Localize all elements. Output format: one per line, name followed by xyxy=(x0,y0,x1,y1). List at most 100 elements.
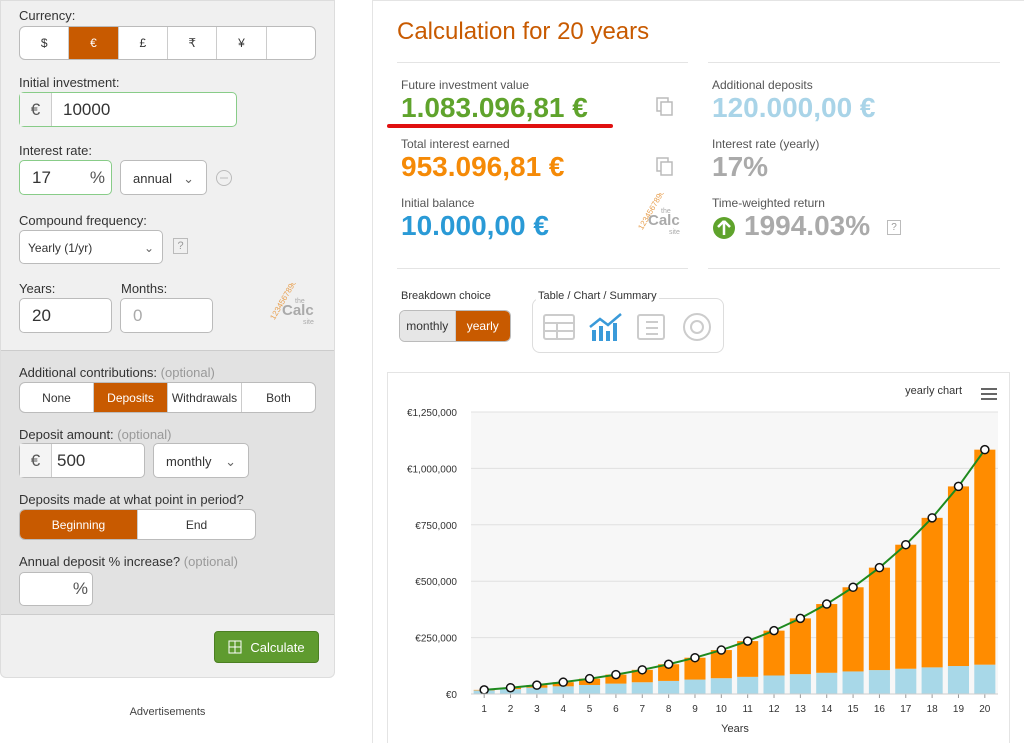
bar-segment xyxy=(947,486,970,667)
bar-segment xyxy=(684,679,706,694)
y-tick-label: €750,000 xyxy=(415,521,457,532)
logo-name: Calc xyxy=(648,212,680,229)
balance-point xyxy=(953,481,964,492)
balance-point xyxy=(584,673,595,684)
x-tick-label: 7 xyxy=(639,704,645,715)
currency-btn[interactable]: € xyxy=(69,27,119,59)
bar-segment xyxy=(921,667,943,694)
breakdown-label: Breakdown choice xyxy=(401,290,491,302)
divider xyxy=(397,62,688,63)
timing-btn[interactable]: End xyxy=(185,517,208,532)
increase-input[interactable]: % xyxy=(19,572,93,606)
help-icon[interactable]: ? xyxy=(887,220,901,235)
bar-segment xyxy=(895,668,917,694)
bar-segment xyxy=(789,618,811,675)
help-icon[interactable]: ? xyxy=(173,238,188,254)
remove-icon[interactable] xyxy=(215,169,233,187)
view-label: Table / Chart / Summary xyxy=(536,290,659,302)
view-icons[interactable] xyxy=(540,310,720,346)
bar-segment xyxy=(631,669,653,683)
currency-btn[interactable]: ₹ xyxy=(168,27,218,59)
bar-segment xyxy=(868,567,890,671)
logo: 1234567890 the Calc site xyxy=(636,193,680,236)
result-label: Additional deposits xyxy=(712,78,813,92)
select-value: annual xyxy=(133,171,173,186)
bar-segment xyxy=(658,664,680,681)
deposit-input[interactable]: € 500 xyxy=(19,443,145,478)
bar-segment xyxy=(921,517,943,668)
bar-segment xyxy=(816,604,838,673)
initial-input[interactable]: € 10000 xyxy=(19,92,237,127)
logo-name: Calc xyxy=(282,302,314,319)
input-value: 500 xyxy=(57,450,86,470)
divider xyxy=(708,268,1000,269)
currency-prefix: € xyxy=(20,93,52,126)
input-value: 10000 xyxy=(63,99,111,119)
divider xyxy=(708,62,1000,63)
bar-segment xyxy=(763,675,785,694)
balance-point xyxy=(663,659,674,669)
label: Deposit amount: (optional) xyxy=(19,427,172,442)
unit: % xyxy=(89,167,105,187)
currency-btn[interactable]: ¥ xyxy=(217,27,267,59)
result-label: Initial balance xyxy=(401,196,475,210)
contrib-group: None Deposits Withdrawals Both xyxy=(19,382,316,413)
rate-input[interactable]: 17% xyxy=(19,160,112,195)
logo: 1234567890 the Calc site xyxy=(268,283,314,326)
breakdown-btn[interactable]: monthly xyxy=(400,311,456,341)
x-tick-label: 14 xyxy=(821,704,833,715)
chart: yearly chart Years €0 €250,000 €500,000 €75… xyxy=(407,385,998,735)
copy-icons[interactable] xyxy=(655,96,675,180)
x-tick-label: 4 xyxy=(560,704,566,715)
x-tick-label: 2 xyxy=(508,704,514,715)
calc-icon xyxy=(228,640,242,654)
contrib-btn[interactable]: Deposits xyxy=(94,383,168,412)
months-input[interactable]: 0 xyxy=(120,298,213,333)
y-tick-label: €250,000 xyxy=(415,634,457,645)
deposit-freq-select[interactable]: monthly ⌄ xyxy=(153,443,249,478)
balance-point xyxy=(980,444,990,455)
result-label: Future investment value xyxy=(401,78,530,92)
x-tick-label: 5 xyxy=(587,704,593,715)
currency-btn[interactable]: £ xyxy=(119,27,168,59)
bar-segment xyxy=(974,449,996,665)
balance-point xyxy=(637,665,648,675)
currency-btn[interactable]: $ xyxy=(20,27,70,59)
x-tick-label: 19 xyxy=(953,704,965,715)
timing-btn[interactable]: Beginning xyxy=(20,510,138,539)
contrib-btn[interactable]: Both xyxy=(266,390,291,405)
bar-segment xyxy=(842,587,864,672)
result-label: Interest rate (yearly) xyxy=(712,137,820,151)
unit: % xyxy=(72,579,88,598)
bar-segment xyxy=(684,657,706,680)
x-tick-label: 18 xyxy=(927,704,939,715)
plot-background xyxy=(471,412,998,694)
balance-point xyxy=(821,599,832,609)
input-value: 17 xyxy=(32,167,51,187)
menu-icon[interactable] xyxy=(981,388,997,400)
x-tick-label: 17 xyxy=(900,704,912,715)
label: Initial investment: xyxy=(19,75,120,90)
breakdown-btn[interactable]: yearly xyxy=(455,311,510,341)
period-select[interactable]: annual ⌄ xyxy=(120,160,207,195)
bar-segment xyxy=(605,683,627,694)
select-value: monthly xyxy=(166,454,212,469)
y-tick-label: €0 xyxy=(446,690,458,701)
currency-btn[interactable] xyxy=(267,27,315,59)
years-input[interactable]: 20 xyxy=(19,298,112,333)
bar-segment xyxy=(895,544,917,669)
balance-point xyxy=(558,677,568,687)
compound-select[interactable]: Yearly (1/yr) ⌄ xyxy=(19,230,163,264)
calculate-button[interactable]: Calculate xyxy=(214,631,319,663)
contrib-btn[interactable]: Withdrawals xyxy=(168,383,242,412)
contrib-btn[interactable]: None xyxy=(20,383,94,412)
bar-segment xyxy=(579,684,601,694)
label: Months: xyxy=(121,281,168,296)
balance-point xyxy=(901,539,911,550)
bar-segment xyxy=(658,680,680,694)
result-label: Total interest earned xyxy=(401,137,510,151)
label: Additional contributions: (optional) xyxy=(19,365,215,380)
bar-segment xyxy=(710,650,732,679)
optional: (optional) xyxy=(117,427,172,442)
balance-point xyxy=(795,613,806,624)
